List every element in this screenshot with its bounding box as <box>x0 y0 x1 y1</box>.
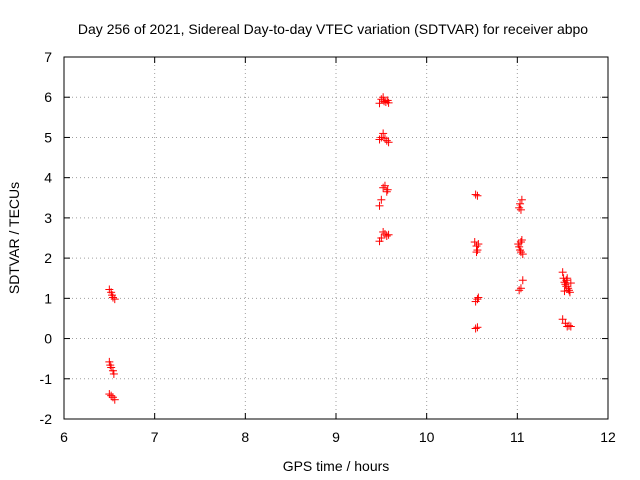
data-point <box>516 284 525 293</box>
chart-title: Day 256 of 2021, Sidereal Day-to-day VTE… <box>78 21 588 37</box>
data-point <box>566 279 575 288</box>
y-tick-label: 5 <box>44 129 52 145</box>
data-point <box>516 199 525 208</box>
data-point <box>565 286 574 295</box>
data-point <box>473 191 482 200</box>
plot-frame <box>63 56 609 420</box>
data-point <box>377 133 386 142</box>
data-point <box>108 293 117 302</box>
data-point <box>517 195 526 204</box>
data-point <box>560 287 569 296</box>
data-point <box>382 136 391 145</box>
data-point <box>382 187 391 196</box>
data-points <box>105 93 575 404</box>
data-point <box>377 195 386 204</box>
data-point <box>384 98 393 107</box>
data-point <box>470 238 479 247</box>
data-point <box>379 183 388 192</box>
data-point <box>105 357 114 366</box>
data-point <box>108 366 117 375</box>
data-point <box>562 276 571 285</box>
data-point <box>471 190 480 199</box>
data-point <box>518 276 527 285</box>
data-point <box>516 205 525 214</box>
data-point <box>382 231 391 240</box>
x-tick-label: 7 <box>151 429 159 445</box>
data-point <box>379 93 388 102</box>
data-point <box>558 268 567 277</box>
x-axis-label: GPS time / hours <box>283 458 390 474</box>
data-point <box>565 321 574 330</box>
x-tick-label: 6 <box>60 429 68 445</box>
data-point <box>472 248 481 257</box>
data-point <box>110 295 119 304</box>
x-tick-label: 10 <box>419 429 435 445</box>
y-tick-labels: -2 -1 0 1 2 3 4 5 6 7 <box>40 49 53 427</box>
y-tick-label: 4 <box>44 170 52 186</box>
data-point <box>380 181 389 190</box>
data-point <box>565 288 574 297</box>
y-tick-label: -2 <box>40 411 53 427</box>
data-point <box>105 390 114 399</box>
data-point <box>383 185 392 194</box>
data-point <box>561 280 570 289</box>
y-tick-label: 0 <box>44 331 52 347</box>
y-tick-label: 3 <box>44 210 52 226</box>
x-tick-label: 12 <box>600 429 616 445</box>
data-point <box>515 286 524 295</box>
data-point <box>473 323 482 332</box>
data-point <box>474 240 483 249</box>
data-point <box>518 250 527 259</box>
y-tick-label: 6 <box>44 89 52 105</box>
data-point <box>109 369 118 378</box>
x-tick-label: 11 <box>510 429 525 445</box>
data-point <box>375 237 384 246</box>
data-point <box>375 135 384 144</box>
data-point <box>473 295 482 304</box>
data-point <box>380 229 389 238</box>
data-point <box>517 236 526 245</box>
data-point <box>515 203 524 212</box>
x-tick-label: 9 <box>332 429 340 445</box>
data-point <box>377 234 386 242</box>
y-tick-label: -1 <box>40 371 53 387</box>
x-tick-label: 8 <box>241 429 249 445</box>
data-point <box>516 246 525 255</box>
data-point <box>471 324 480 333</box>
y-tick-label: 2 <box>44 250 52 266</box>
data-point <box>516 248 525 257</box>
data-point <box>558 315 567 324</box>
x-tick-labels: 6 7 8 9 10 11 12 <box>60 429 616 445</box>
data-point <box>375 201 384 210</box>
grid-lines <box>64 57 608 419</box>
data-point <box>379 129 388 138</box>
data-point <box>107 363 116 372</box>
data-point <box>516 238 525 247</box>
data-point <box>563 274 572 283</box>
data-point <box>110 395 119 404</box>
y-tick-label: 1 <box>44 290 52 306</box>
data-point <box>560 278 569 287</box>
data-point <box>474 293 483 302</box>
data-point <box>107 391 116 400</box>
data-point <box>380 97 389 106</box>
data-point <box>379 227 388 236</box>
data-point <box>384 138 393 147</box>
data-point <box>375 99 384 108</box>
data-point <box>473 246 482 255</box>
y-tick-label: 7 <box>44 49 52 65</box>
data-point <box>384 230 393 239</box>
data-point <box>515 242 524 251</box>
y-axis-label: SDTVAR / TECUs <box>6 182 22 294</box>
data-point <box>566 322 575 331</box>
